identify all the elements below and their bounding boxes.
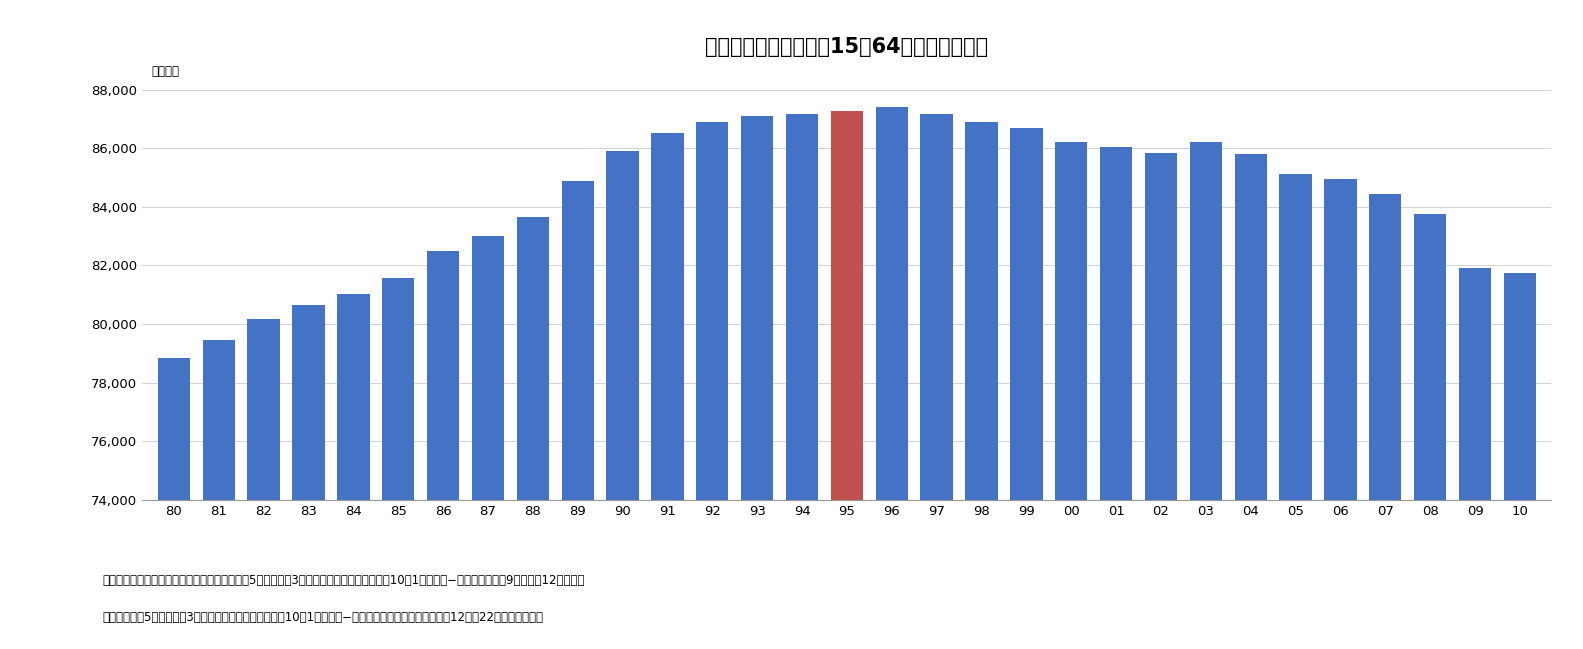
Bar <box>516 217 549 649</box>
Bar <box>382 278 415 649</box>
Bar <box>203 340 234 649</box>
Bar <box>247 319 280 649</box>
Bar <box>1235 154 1266 649</box>
Bar <box>875 107 909 649</box>
Bar <box>427 251 459 649</box>
Bar <box>1414 214 1447 649</box>
Text: （資料）総務省統計局ホームページの「年齢（5歳階級及〇3区分），男女別人口　（各年10月1日現在）−総人口　（大正9年～平成12年）」お: （資料）総務省統計局ホームページの「年齢（5歳階級及〇3区分），男女別人口 （各… <box>103 574 586 587</box>
Bar <box>966 122 997 649</box>
Bar <box>785 114 818 649</box>
Bar <box>472 236 503 649</box>
Bar <box>1190 141 1222 649</box>
Bar <box>1504 273 1536 649</box>
Title: グラフ３　生産年齢（15～64歳）人口の推移: グラフ３ 生産年齢（15～64歳）人口の推移 <box>706 37 988 57</box>
Bar <box>1325 179 1357 649</box>
Bar <box>741 116 774 649</box>
Bar <box>1369 194 1401 649</box>
Bar <box>1279 175 1312 649</box>
Text: よび「年齢（5歳階級及〇3区分），男女別人口　（各年10月1日現在）−総人口，日本人人口　　（平成12年～22年）」より作成: よび「年齢（5歳階級及〇3区分），男女別人口 （各年10月1日現在）−総人口，日… <box>103 611 545 624</box>
Bar <box>1145 153 1178 649</box>
Bar <box>158 358 190 649</box>
Bar <box>562 181 594 649</box>
Bar <box>1010 129 1043 649</box>
Bar <box>1460 268 1491 649</box>
Bar <box>293 305 325 649</box>
Bar <box>1100 147 1132 649</box>
Text: （千人）: （千人） <box>152 65 179 78</box>
Bar <box>831 111 863 649</box>
Bar <box>697 122 728 649</box>
Bar <box>1056 141 1088 649</box>
Bar <box>337 294 369 649</box>
Bar <box>920 114 953 649</box>
Bar <box>606 151 638 649</box>
Bar <box>651 133 684 649</box>
